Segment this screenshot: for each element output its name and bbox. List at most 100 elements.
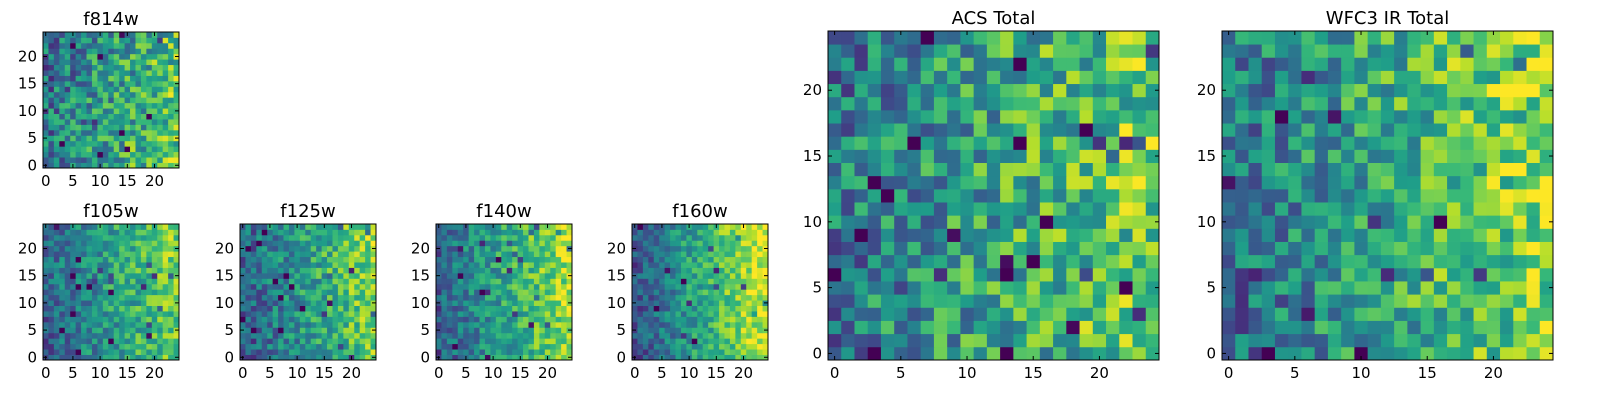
heatmap-cell xyxy=(102,300,109,306)
heatmap-cell xyxy=(97,349,104,355)
heatmap-cell xyxy=(64,278,71,285)
heatmap-cell xyxy=(490,278,497,285)
heatmap-cell xyxy=(1354,83,1369,98)
heatmap-cell xyxy=(124,157,131,163)
heatmap-cell xyxy=(343,278,350,285)
heatmap-cell xyxy=(463,300,470,306)
heatmap-cell xyxy=(907,70,922,85)
heatmap-cell xyxy=(337,251,344,258)
heatmap-cell xyxy=(1079,267,1094,282)
heatmap-cell xyxy=(146,140,153,147)
heatmap-cell xyxy=(64,151,71,158)
heatmap-cell xyxy=(321,316,328,323)
heatmap-cell xyxy=(162,289,169,296)
heatmap-cell xyxy=(664,332,671,339)
heatmap-cell xyxy=(1341,149,1355,163)
heatmap-cell xyxy=(828,267,842,282)
heatmap-cell xyxy=(484,283,491,290)
heatmap-cell xyxy=(168,75,174,82)
heatmap-cell xyxy=(729,300,736,306)
heatmap-cell xyxy=(305,278,312,285)
heatmap-cell xyxy=(316,321,322,328)
heatmap-cell xyxy=(310,256,317,263)
heatmap-cell xyxy=(278,234,284,241)
heatmap-cell xyxy=(479,311,486,317)
heatmap-cell xyxy=(828,294,842,308)
y-tick-label: 10 xyxy=(607,294,626,312)
heatmap-cell xyxy=(474,262,480,268)
heatmap-cell xyxy=(495,251,502,258)
heatmap-cell xyxy=(91,75,98,82)
heatmap-cell xyxy=(1066,281,1080,295)
heatmap-cell xyxy=(359,321,366,328)
heatmap-cell xyxy=(43,119,49,125)
heatmap-cell xyxy=(81,283,87,290)
heatmap-cell xyxy=(675,311,682,317)
heatmap-cell xyxy=(283,354,290,361)
heatmap-cell xyxy=(157,113,164,120)
heatmap-cell xyxy=(1473,109,1488,124)
heatmap-cell xyxy=(124,316,131,323)
heatmap-cell xyxy=(310,349,317,355)
heatmap-cell xyxy=(102,53,109,60)
heatmap-cell xyxy=(162,332,169,339)
heatmap-cell xyxy=(64,267,71,274)
heatmap-cell xyxy=(146,108,153,114)
heatmap-cell xyxy=(1039,136,1054,150)
heatmap-cell xyxy=(119,251,125,258)
heatmap-cell xyxy=(299,267,306,274)
heatmap-cell xyxy=(648,332,655,339)
heatmap-cell xyxy=(157,32,164,38)
heatmap-cell xyxy=(920,109,935,124)
heatmap-cell xyxy=(1341,70,1355,85)
heatmap-cell xyxy=(1367,254,1382,269)
heatmap-cell xyxy=(484,267,491,274)
heatmap-cell xyxy=(299,240,306,247)
heatmap-cell xyxy=(512,294,518,301)
heatmap-cell xyxy=(1261,96,1276,111)
heatmap-cell xyxy=(119,151,125,158)
heatmap-cell xyxy=(653,224,660,230)
heatmap-cell xyxy=(102,283,109,290)
heatmap-cell xyxy=(1235,136,1249,150)
heatmap-cell xyxy=(495,321,502,328)
heatmap-cell xyxy=(59,229,66,236)
heatmap-cell xyxy=(1301,162,1316,177)
heatmap-cell xyxy=(1473,31,1488,45)
heatmap-cell xyxy=(1066,333,1080,348)
heatmap-cell xyxy=(124,119,131,125)
heatmap-cell xyxy=(113,354,120,361)
heatmap-cell xyxy=(86,229,93,236)
x-tick-label: 5 xyxy=(265,364,275,382)
heatmap-cell xyxy=(157,234,164,241)
heatmap-cell xyxy=(1460,149,1474,163)
heatmap-cell xyxy=(1301,96,1316,111)
heatmap-cell xyxy=(713,251,720,258)
heatmap-cell xyxy=(1301,175,1316,190)
heatmap-cell xyxy=(947,83,961,98)
heatmap-cell xyxy=(332,224,339,230)
heatmap-cell xyxy=(452,272,459,279)
heatmap-cell xyxy=(468,256,475,263)
heatmap-cell xyxy=(43,349,49,355)
heatmap-cell xyxy=(81,53,87,60)
heatmap-cell xyxy=(102,151,109,158)
heatmap-cell xyxy=(1132,215,1147,229)
heatmap-cell xyxy=(240,332,246,339)
heatmap-cell xyxy=(501,267,508,274)
heatmap-cell xyxy=(130,262,136,268)
heatmap-cell xyxy=(561,251,567,258)
heatmap-cell xyxy=(757,278,763,285)
heatmap-cell xyxy=(907,96,922,111)
heatmap-cell xyxy=(1341,31,1355,45)
heatmap-cell xyxy=(867,109,882,124)
heatmap-cell xyxy=(1000,241,1014,256)
heatmap-cell xyxy=(97,146,104,153)
heatmap-cell xyxy=(664,321,671,328)
heatmap-cell xyxy=(463,245,470,252)
heatmap-cell xyxy=(441,251,448,258)
heatmap-cell xyxy=(64,338,71,345)
heatmap-cell xyxy=(441,354,448,361)
heatmap-cell xyxy=(256,224,263,230)
heatmap-cell xyxy=(735,332,742,339)
